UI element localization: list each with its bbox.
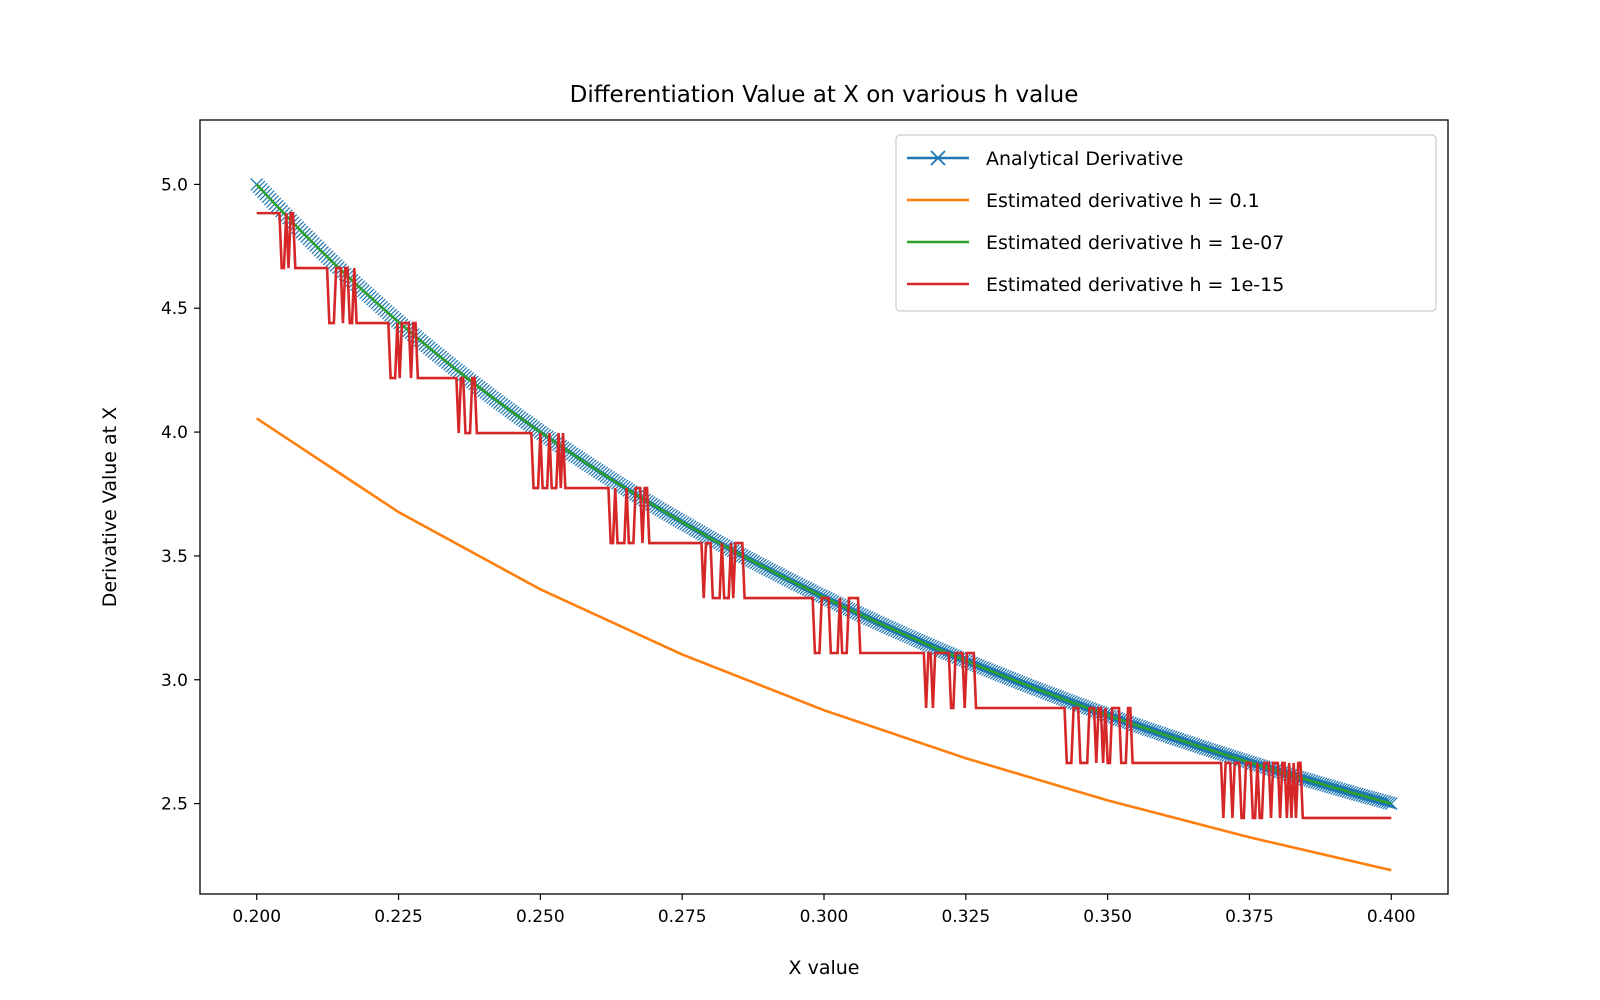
- y-tick-label: 2.5: [161, 795, 188, 815]
- x-tick-label: 0.375: [1225, 907, 1274, 927]
- chart-title: Differentiation Value at X on various h …: [570, 82, 1079, 108]
- x-tick-label: 0.200: [232, 907, 281, 927]
- x-tick-label: 0.275: [658, 907, 707, 927]
- estimated-h-1e-15-line: [256, 211, 1392, 820]
- x-tick-label: 0.400: [1367, 907, 1416, 927]
- x-tick-label: 0.225: [374, 907, 423, 927]
- y-axis: 2.5 3.0 3.5 4.0 4.5 5.0: [161, 175, 200, 815]
- y-tick-label: 4.0: [161, 423, 188, 443]
- series-estimated-h-1e-15: [256, 211, 1392, 820]
- estimated-h-0.1-line: [256, 417, 1392, 872]
- plot-layer: [250, 177, 1398, 872]
- legend-item: Estimated derivative h = 1e-07: [907, 232, 1284, 254]
- legend-label: Estimated derivative h = 0.1: [986, 190, 1260, 212]
- x-tick-label: 0.325: [941, 907, 990, 927]
- legend-label: Analytical Derivative: [986, 148, 1183, 170]
- x-tick-label: 0.350: [1083, 907, 1132, 927]
- x-tick-label: 0.250: [516, 907, 565, 927]
- y-tick-label: 5.0: [161, 175, 188, 195]
- legend-label: Estimated derivative h = 1e-07: [986, 232, 1284, 254]
- legend: Analytical Derivative Estimated derivativ…: [895, 134, 1437, 312]
- y-tick-label: 3.5: [161, 547, 188, 567]
- legend-item: Analytical Derivative: [907, 148, 1183, 170]
- legend-item: Estimated derivative h = 0.1: [907, 190, 1260, 212]
- y-tick-label: 3.0: [161, 671, 188, 691]
- x-axis: 0.200 0.225 0.250 0.275 0.300 0.325 0.350 0.375…: [232, 894, 1416, 927]
- legend-x-marker: [930, 150, 946, 166]
- y-tick-label: 4.5: [161, 299, 188, 319]
- y-axis-label: Derivative Value at X: [99, 407, 121, 607]
- legend-label: Estimated derivative h = 1e-15: [986, 274, 1284, 296]
- legend-item: Estimated derivative h = 1e-15: [907, 274, 1284, 296]
- series-estimated-h-0.1: [256, 417, 1392, 872]
- x-tick-label: 0.300: [800, 907, 849, 927]
- legend-box: [895, 134, 1437, 312]
- x-axis-label: X value: [789, 957, 860, 979]
